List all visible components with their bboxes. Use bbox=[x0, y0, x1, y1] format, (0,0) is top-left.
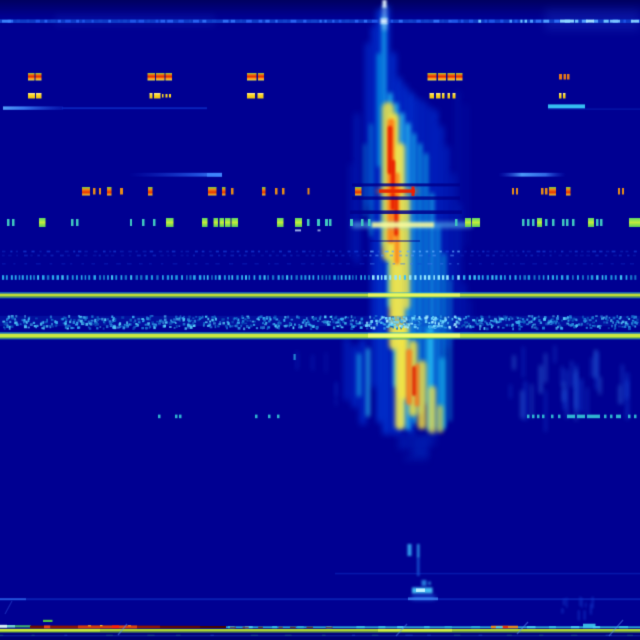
spectrogram-panel bbox=[0, 0, 640, 640]
spectrogram-waterfall-canvas bbox=[0, 0, 640, 640]
